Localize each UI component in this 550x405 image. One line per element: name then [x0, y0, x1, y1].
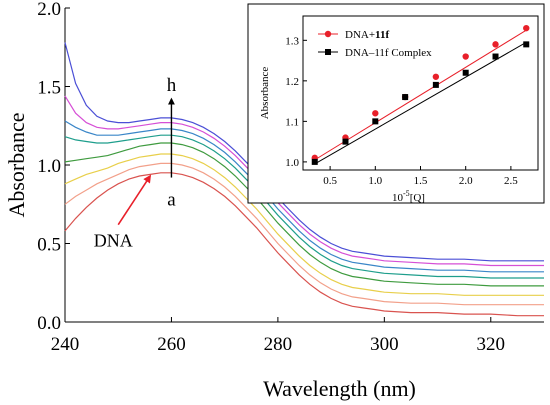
main-plot: 240 260 280 300 320 0.0 0.5 1.0 1.5 2.0 Wavelength…	[4, 0, 544, 401]
inset-frame	[247, 3, 545, 204]
inset-x-tick-label: 0.5	[323, 175, 337, 187]
inset-y-axis-title: Absorbance	[259, 67, 271, 120]
dna-label: DNA	[94, 231, 133, 251]
x-tick-label: 280	[264, 334, 293, 355]
y-tick-label: 0.0	[37, 313, 61, 334]
inset-y-tick-label: 1.2	[285, 76, 299, 88]
inset-y-tick-label: 1.3	[285, 35, 299, 47]
inset-fit-line	[314, 41, 527, 165]
inset-x-tick-label: 2.0	[459, 175, 473, 187]
legend-entry: DNA+11f	[345, 29, 389, 41]
y-tick-label: 0.5	[37, 235, 61, 256]
inset-point-square	[462, 69, 469, 76]
y-axis-title: Absorbance	[4, 112, 29, 217]
spectrum-line-c	[64, 153, 544, 296]
legend-text: DNA+	[345, 29, 375, 41]
inset-x-tick-label: 2.5	[504, 175, 518, 187]
y-tick-label: 1.5	[37, 78, 61, 99]
inset-xlabel-exponent: -5	[403, 189, 410, 198]
inset-point-square	[342, 138, 349, 145]
inset-y-tick-label: 1.0	[285, 157, 299, 169]
legend-entry: DNA–11f Complex	[345, 47, 432, 59]
x-axis-title: Wavelength (nm)	[263, 376, 416, 401]
x-tick-label: 320	[477, 334, 506, 355]
y-tick-label: 1.0	[37, 156, 61, 177]
inset-point-square	[523, 41, 530, 48]
spectrum-line-b	[64, 162, 544, 306]
x-tick-label: 240	[51, 334, 80, 355]
legend-marker-square	[325, 49, 331, 55]
inset-y-tick-label: 1.1	[285, 116, 299, 128]
inset-xlabel-base: 10	[392, 192, 404, 204]
inset-x-tick-label: 1.5	[414, 175, 428, 187]
inset-x-tick-label: 1.0	[368, 175, 382, 187]
spectrum-line-a	[64, 172, 544, 317]
inset-plot: 0.5 1.0 1.5 2.0 2.5 1.0 1.1 1.2 1.3 10-5[Q] Absorb…	[247, 3, 545, 204]
inset-x-axis-title: 10-5[Q]	[392, 189, 425, 204]
y-tick-label: 2.0	[37, 0, 61, 20]
inset-point-square	[311, 158, 318, 165]
inset-point-circle	[492, 41, 499, 48]
dna-arrow	[117, 174, 152, 226]
label-bottom: a	[167, 190, 176, 211]
inset-xlabel-suffix: [Q]	[410, 192, 425, 204]
x-tick-label: 260	[157, 334, 186, 355]
legend-text-bold: 11f	[375, 29, 389, 41]
inset-point-circle	[462, 53, 469, 60]
legend-text-suffix: Complex	[391, 47, 432, 59]
inset-point-circle	[432, 73, 440, 80]
inset-point-square	[402, 94, 409, 101]
legend-marker-circle	[324, 30, 332, 38]
inset-point-square	[372, 118, 379, 125]
inset-point-square	[492, 53, 499, 60]
legend-text: DNA–11f	[345, 47, 391, 59]
label-top: h	[167, 75, 177, 96]
x-tick-label: 300	[370, 334, 399, 355]
inset-point-circle	[523, 24, 530, 32]
inset-point-circle	[372, 110, 379, 117]
inset-fit-line	[314, 29, 527, 161]
inset-point-square	[432, 81, 439, 88]
